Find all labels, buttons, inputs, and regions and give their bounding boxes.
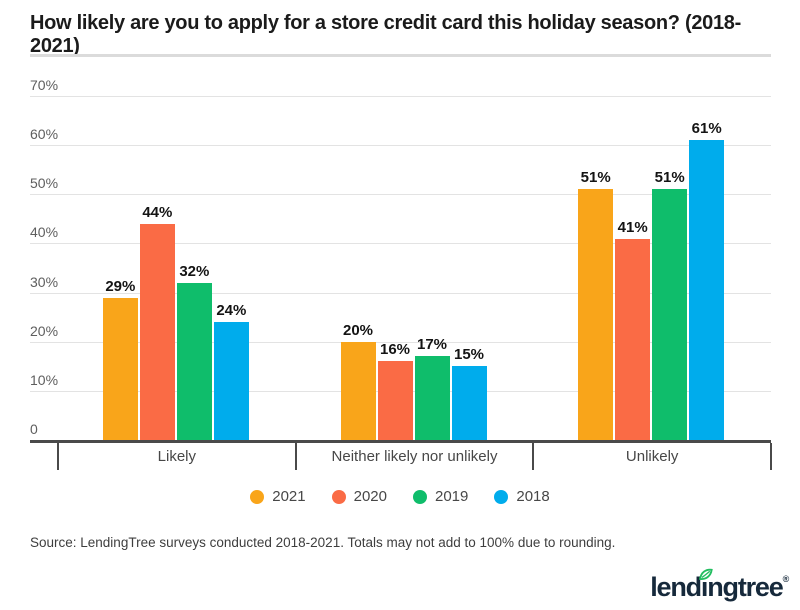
bar-2019-neither-likely-nor-unlikely: [414, 356, 450, 440]
bar-col-2020: 16%: [377, 96, 413, 440]
wordmark-ngtree: ngtree: [707, 572, 784, 602]
bar-2020-neither-likely-nor-unlikely: [377, 361, 413, 440]
legend-item-2018: 2018: [494, 488, 550, 505]
bar-2020-likely: [139, 223, 175, 440]
legend-swatch-2020: [331, 489, 346, 504]
bar-2018-likely: [213, 322, 249, 440]
bar-group-likely: 29% 44% 32% 24%: [102, 96, 249, 440]
legend-label-2021: 2021: [272, 488, 306, 505]
bar-2021-likely: [102, 297, 138, 440]
bar-2019-likely: [176, 282, 212, 440]
bar-group-neither-likely-nor-unlikely: 20% 16% 17% 15%: [340, 96, 487, 440]
source-note: Source: LendingTree surveys conducted 20…: [30, 535, 616, 550]
category-label-likely: Likely: [57, 443, 295, 470]
x-axis-category-row: Likely Neither likely nor unlikely Unlikel…: [57, 443, 772, 470]
category-label-unlikely: Unlikely: [532, 443, 770, 470]
legend-item-2021: 2021: [250, 488, 306, 505]
leaf-icon: [695, 558, 716, 590]
bar-2021-unlikely: [578, 189, 614, 440]
bar-col-2021: 29%: [102, 96, 138, 440]
gridline-40: [30, 243, 771, 245]
y-tick-label-0: 0: [30, 421, 38, 437]
bar-value-label: 16%: [379, 341, 411, 359]
y-tick-label-30: 30%: [30, 273, 59, 290]
gridline-20: [30, 341, 771, 343]
bar-col-2018: 15%: [451, 96, 487, 440]
bar-2018-unlikely: [689, 140, 725, 440]
y-tick-label-40: 40%: [30, 224, 59, 241]
category-label-neither-likely-nor-unlikely: Neither likely nor unlikely: [294, 443, 533, 470]
y-tick-label-50: 50%: [30, 175, 59, 192]
legend-label-2018: 2018: [516, 488, 550, 505]
bar-col-2021: 51%: [578, 96, 614, 440]
plot-area: 70% 60% 50% 40% 30% 20% 10% 0 29% 44% 32% 24% 20% 16…: [30, 77, 771, 443]
bar-col-2019: 32%: [176, 96, 212, 440]
bar-2021-neither-likely-nor-unlikely: [340, 341, 376, 440]
registered-mark: ®: [782, 574, 790, 584]
y-tick-label-20: 20%: [30, 322, 59, 339]
bar-col-2018: 61%: [689, 96, 725, 440]
bar-col-2021: 20%: [340, 96, 376, 440]
legend-swatch-2019: [413, 489, 427, 504]
bar-value-label: 15%: [453, 346, 485, 364]
legend-swatch-2021: [250, 489, 265, 504]
legend-item-2019: 2019: [413, 488, 468, 505]
gridline-30: [30, 292, 771, 294]
bars-layer: 29% 44% 32% 24% 20% 16% 17% 15% 51% 41% 51% 61%: [30, 96, 771, 440]
chart-title: How likely are you to apply for a store …: [30, 12, 741, 57]
bar-value-label: 51%: [654, 169, 685, 187]
bar-value-label: 32%: [179, 262, 210, 280]
wordmark-i: ı: [698, 568, 713, 602]
bar-value-label: 20%: [342, 321, 374, 339]
bar-2019-unlikely: [652, 189, 688, 440]
bar-col-2020: 44%: [139, 96, 175, 440]
bar-col-2018: 24%: [213, 96, 249, 440]
bar-col-2020: 41%: [615, 96, 651, 440]
y-tick-label-60: 60%: [30, 126, 59, 143]
gridline-70: [30, 96, 771, 97]
bar-2020-unlikely: [615, 238, 651, 440]
bar-value-label: 29%: [105, 277, 136, 295]
legend-label-2020: 2020: [353, 488, 387, 505]
bar-value-label: 17%: [416, 336, 448, 354]
bar-value-label: 61%: [691, 120, 722, 138]
bar-value-label: 41%: [617, 218, 648, 236]
title-divider: [30, 54, 771, 57]
bar-value-label: 51%: [580, 169, 611, 187]
bar-2018-neither-likely-nor-unlikely: [451, 366, 487, 440]
y-tick-label-10: 10%: [30, 371, 59, 388]
lendingtree-wordmark: lendı ngtree®: [650, 568, 790, 602]
gridline-50: [30, 194, 771, 196]
gridline-60: [30, 145, 771, 147]
lendingtree-logo: lendı ngtree®: [650, 560, 790, 602]
legend-swatch-2018: [494, 489, 509, 504]
bar-value-label: 44%: [142, 203, 173, 221]
bar-group-unlikely: 51% 41% 51% 61%: [578, 96, 725, 440]
chart-legend: 2021 2020 2019 2018: [0, 488, 800, 505]
legend-item-2020: 2020: [331, 488, 387, 505]
y-tick-label-70: 70%: [30, 77, 59, 93]
bar-value-label: 24%: [216, 302, 247, 320]
legend-label-2019: 2019: [435, 488, 469, 505]
bar-col-2019: 17%: [414, 96, 450, 440]
bar-col-2019: 51%: [652, 96, 688, 440]
wordmark-lend: lend: [650, 572, 702, 602]
